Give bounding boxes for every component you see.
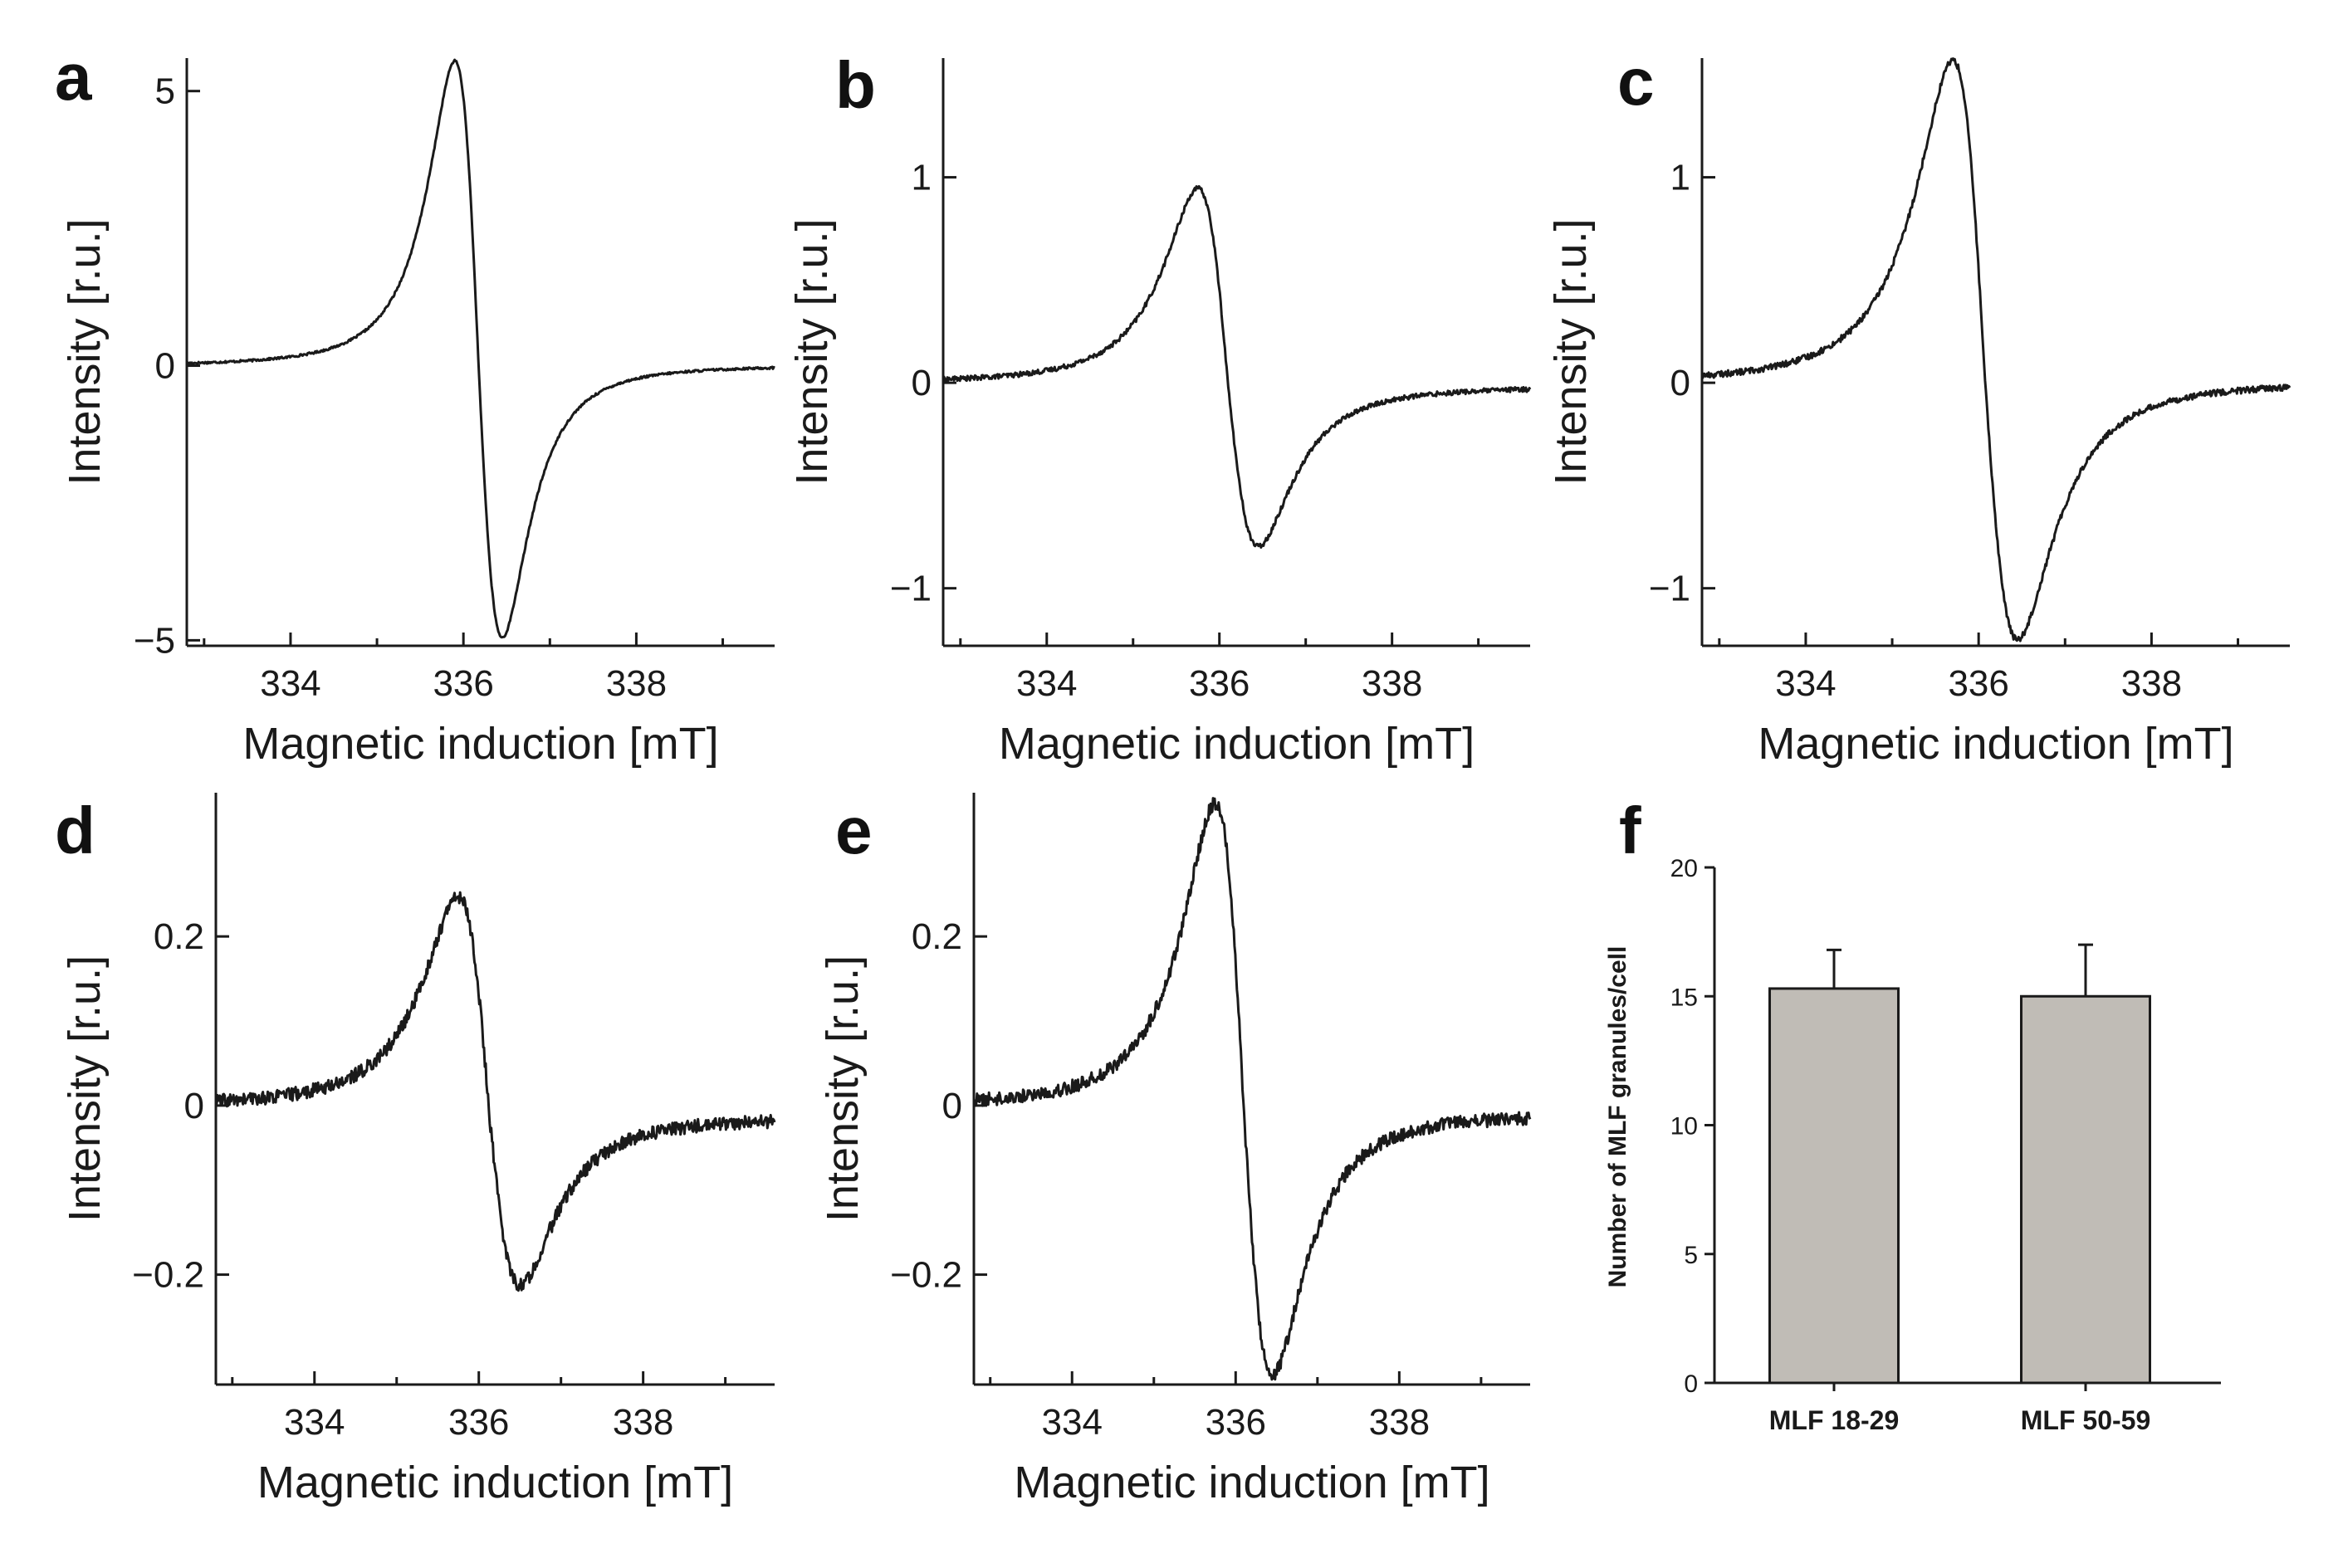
x-tick-label: 336 bbox=[1948, 663, 2008, 704]
y-tick-label: 0.2 bbox=[154, 916, 204, 957]
category-label: MLF 50-59 bbox=[2021, 1405, 2150, 1435]
x-tick-label: 338 bbox=[2121, 663, 2182, 704]
spectrum-line bbox=[972, 797, 1532, 1381]
y-axis-label: Number of MLF granules/cell bbox=[1604, 946, 1631, 1288]
y-tick-label: 0 bbox=[942, 1086, 962, 1126]
x-axis-label: Magnetic induction [mT] bbox=[1014, 1458, 1489, 1507]
x-tick-label: 334 bbox=[284, 1402, 345, 1443]
y-tick-label: 1 bbox=[912, 158, 932, 198]
panel-label: a bbox=[55, 40, 92, 114]
x-tick-label: 334 bbox=[1775, 663, 1836, 704]
bar bbox=[1768, 987, 1900, 1385]
y-tick-label: 0.2 bbox=[912, 916, 962, 957]
y-axis-label: Intensity [r.u.] bbox=[60, 955, 110, 1222]
panel-d: 334 336 338 −0.2 0 0.2 Magnetic induction [mT]… bbox=[55, 793, 776, 1507]
category-label: MLF 18-29 bbox=[1769, 1405, 1899, 1435]
x-axis-label: Magnetic induction [mT] bbox=[999, 719, 1475, 769]
x-tick-label: 338 bbox=[613, 1402, 673, 1443]
x-tick-label: 336 bbox=[1206, 1402, 1266, 1443]
x-tick-label: 338 bbox=[1369, 1402, 1430, 1443]
panel-label: e bbox=[835, 794, 873, 867]
spectrum-line bbox=[942, 185, 1532, 549]
x-axis-label: Magnetic induction [mT] bbox=[242, 719, 718, 769]
y-tick-label: 0 bbox=[155, 346, 175, 387]
panel-a: 334 336 338 −5 0 5 Magnetic induction [mT] Inte… bbox=[55, 40, 775, 769]
y-tick-label: 0 bbox=[184, 1086, 204, 1126]
y-tick-label: −1 bbox=[1649, 569, 1690, 609]
x-tick-label: 334 bbox=[260, 663, 320, 704]
y-axis-label: Intensity [r.u.] bbox=[1546, 218, 1596, 485]
y-tick-label: −0.2 bbox=[890, 1255, 962, 1296]
x-tick-label: 338 bbox=[1362, 663, 1422, 704]
panel-label: f bbox=[1619, 794, 1641, 867]
y-tick-label: 0 bbox=[1684, 1370, 1698, 1398]
y-tick-label: 20 bbox=[1670, 855, 1698, 882]
panel-label: c bbox=[1617, 45, 1655, 119]
x-axis-label: Magnetic induction [mT] bbox=[257, 1458, 733, 1507]
panel-c: 334 336 338 −1 0 1 Magnetic induction [mT] Inte… bbox=[1546, 45, 2291, 769]
y-tick-label: 1 bbox=[1670, 158, 1690, 198]
x-axis-label: Magnetic induction [mT] bbox=[1758, 719, 2233, 769]
x-tick-label: 334 bbox=[1042, 1402, 1103, 1443]
y-tick-label: 5 bbox=[1684, 1242, 1698, 1269]
spectrum-line bbox=[214, 891, 776, 1292]
y-tick-label: −1 bbox=[890, 569, 932, 609]
x-tick-label: 336 bbox=[1189, 663, 1250, 704]
y-tick-label: −5 bbox=[134, 620, 175, 661]
panel-f: 0 5 10 15 20 MLF 18-29 MLF 50-59 Number of MLF … bbox=[1604, 794, 2221, 1435]
panel-b: 334 336 338 −1 0 1 Magnetic induction [mT] Inte… bbox=[787, 48, 1532, 769]
y-tick-label: 0 bbox=[1670, 363, 1690, 403]
spectrum-line bbox=[1700, 57, 2291, 642]
y-axis-label: Intensity [r.u.] bbox=[818, 955, 868, 1222]
panel-e: 334 336 338 −0.2 0 0.2 Magnetic induction [mT]… bbox=[818, 793, 1532, 1507]
y-axis-label: Intensity [r.u.] bbox=[60, 218, 110, 485]
x-tick-label: 334 bbox=[1016, 663, 1077, 704]
spectrum-line bbox=[185, 58, 775, 639]
x-tick-label: 338 bbox=[606, 663, 667, 704]
y-tick-label: 10 bbox=[1670, 1113, 1698, 1141]
panel-label: b bbox=[835, 48, 876, 122]
y-tick-label: −0.2 bbox=[132, 1255, 204, 1296]
panel-label: d bbox=[55, 794, 95, 867]
bar bbox=[2020, 994, 2151, 1385]
y-tick-label: 5 bbox=[155, 71, 175, 112]
x-tick-label: 336 bbox=[433, 663, 493, 704]
y-tick-label: 15 bbox=[1670, 984, 1698, 1011]
y-tick-label: 0 bbox=[912, 363, 932, 403]
y-axis-label: Intensity [r.u.] bbox=[787, 218, 837, 485]
x-tick-label: 336 bbox=[448, 1402, 509, 1443]
